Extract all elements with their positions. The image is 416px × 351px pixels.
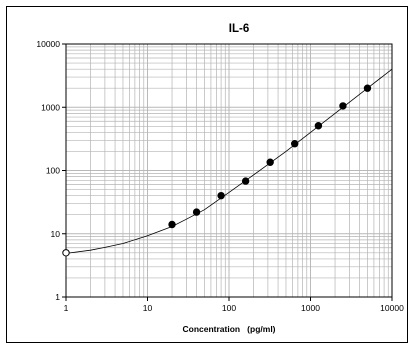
y-tick-label: 10 [51,229,61,239]
data-point [192,208,201,216]
data-point [339,102,347,110]
x-tick-label: 10 [143,303,153,313]
x-tick-label: 100 [222,303,236,313]
y-tick-label: 10000 [36,39,60,49]
x-axis-label: Concentration (pg/ml) [182,324,275,334]
chart-title: IL-6 [229,23,249,35]
data-point [291,140,299,148]
grid [65,43,393,298]
x-axis-ticks: 1 10 100 1000 10000 [64,297,404,313]
x-tick-label: 10000 [380,303,404,313]
x-tick-label: 1 [64,303,69,313]
y-tick-label: 1 [55,292,60,302]
chart-frame: IL-6 1 10 100 1000 10000 1 10 100 1000 10000 Con… [6,6,408,343]
fit-curve [65,68,393,254]
data-point [314,122,323,130]
data-point [363,84,372,92]
x-tick-label: 1000 [301,303,320,313]
chart-svg: IL-6 1 10 100 1000 10000 1 10 100 1000 10000 Con… [36,23,404,334]
y-tick-label: 100 [46,166,60,176]
open-data-point [62,249,70,257]
y-tick-label: 1000 [41,102,60,112]
data-point [217,191,225,200]
data-points [62,84,372,257]
y-axis-ticks: 1 10 100 1000 10000 [36,39,66,302]
data-point [241,177,250,185]
data-point [168,220,176,229]
data-point [266,158,274,166]
